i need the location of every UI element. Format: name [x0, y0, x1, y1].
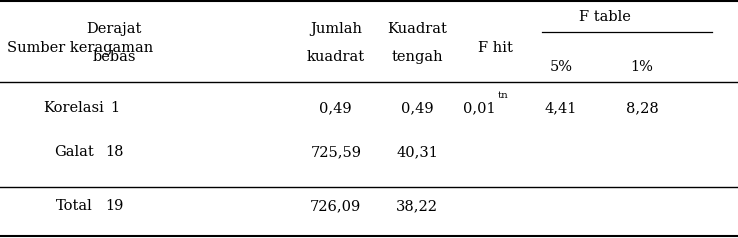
- Text: 38,22: 38,22: [396, 199, 438, 213]
- Text: Total: Total: [55, 199, 92, 213]
- Text: F table: F table: [579, 10, 631, 24]
- Text: 0,49: 0,49: [320, 101, 352, 115]
- Text: tengah: tengah: [391, 50, 443, 64]
- Text: 0,49: 0,49: [401, 101, 433, 115]
- Text: F hit: F hit: [478, 41, 514, 55]
- Text: 5%: 5%: [549, 60, 573, 74]
- Text: 1%: 1%: [631, 60, 653, 74]
- Text: Kuadrat: Kuadrat: [387, 22, 447, 35]
- Text: 725,59: 725,59: [310, 145, 362, 159]
- Text: 40,31: 40,31: [396, 145, 438, 159]
- Text: Galat: Galat: [54, 145, 94, 159]
- Text: tn: tn: [497, 91, 508, 100]
- Text: 0,01: 0,01: [463, 101, 496, 115]
- Text: 19: 19: [106, 199, 123, 213]
- Text: 18: 18: [105, 145, 124, 159]
- Text: Jumlah: Jumlah: [310, 22, 362, 35]
- Text: 4,41: 4,41: [545, 101, 577, 115]
- Text: Derajat: Derajat: [86, 22, 142, 35]
- Text: 8,28: 8,28: [626, 101, 658, 115]
- Text: kuadrat: kuadrat: [307, 50, 365, 64]
- Text: bebas: bebas: [93, 50, 136, 64]
- Text: 726,09: 726,09: [310, 199, 362, 213]
- Text: Korelasi: Korelasi: [44, 101, 104, 115]
- Text: Sumber keragaman: Sumber keragaman: [7, 41, 154, 55]
- Text: 1: 1: [110, 101, 119, 115]
